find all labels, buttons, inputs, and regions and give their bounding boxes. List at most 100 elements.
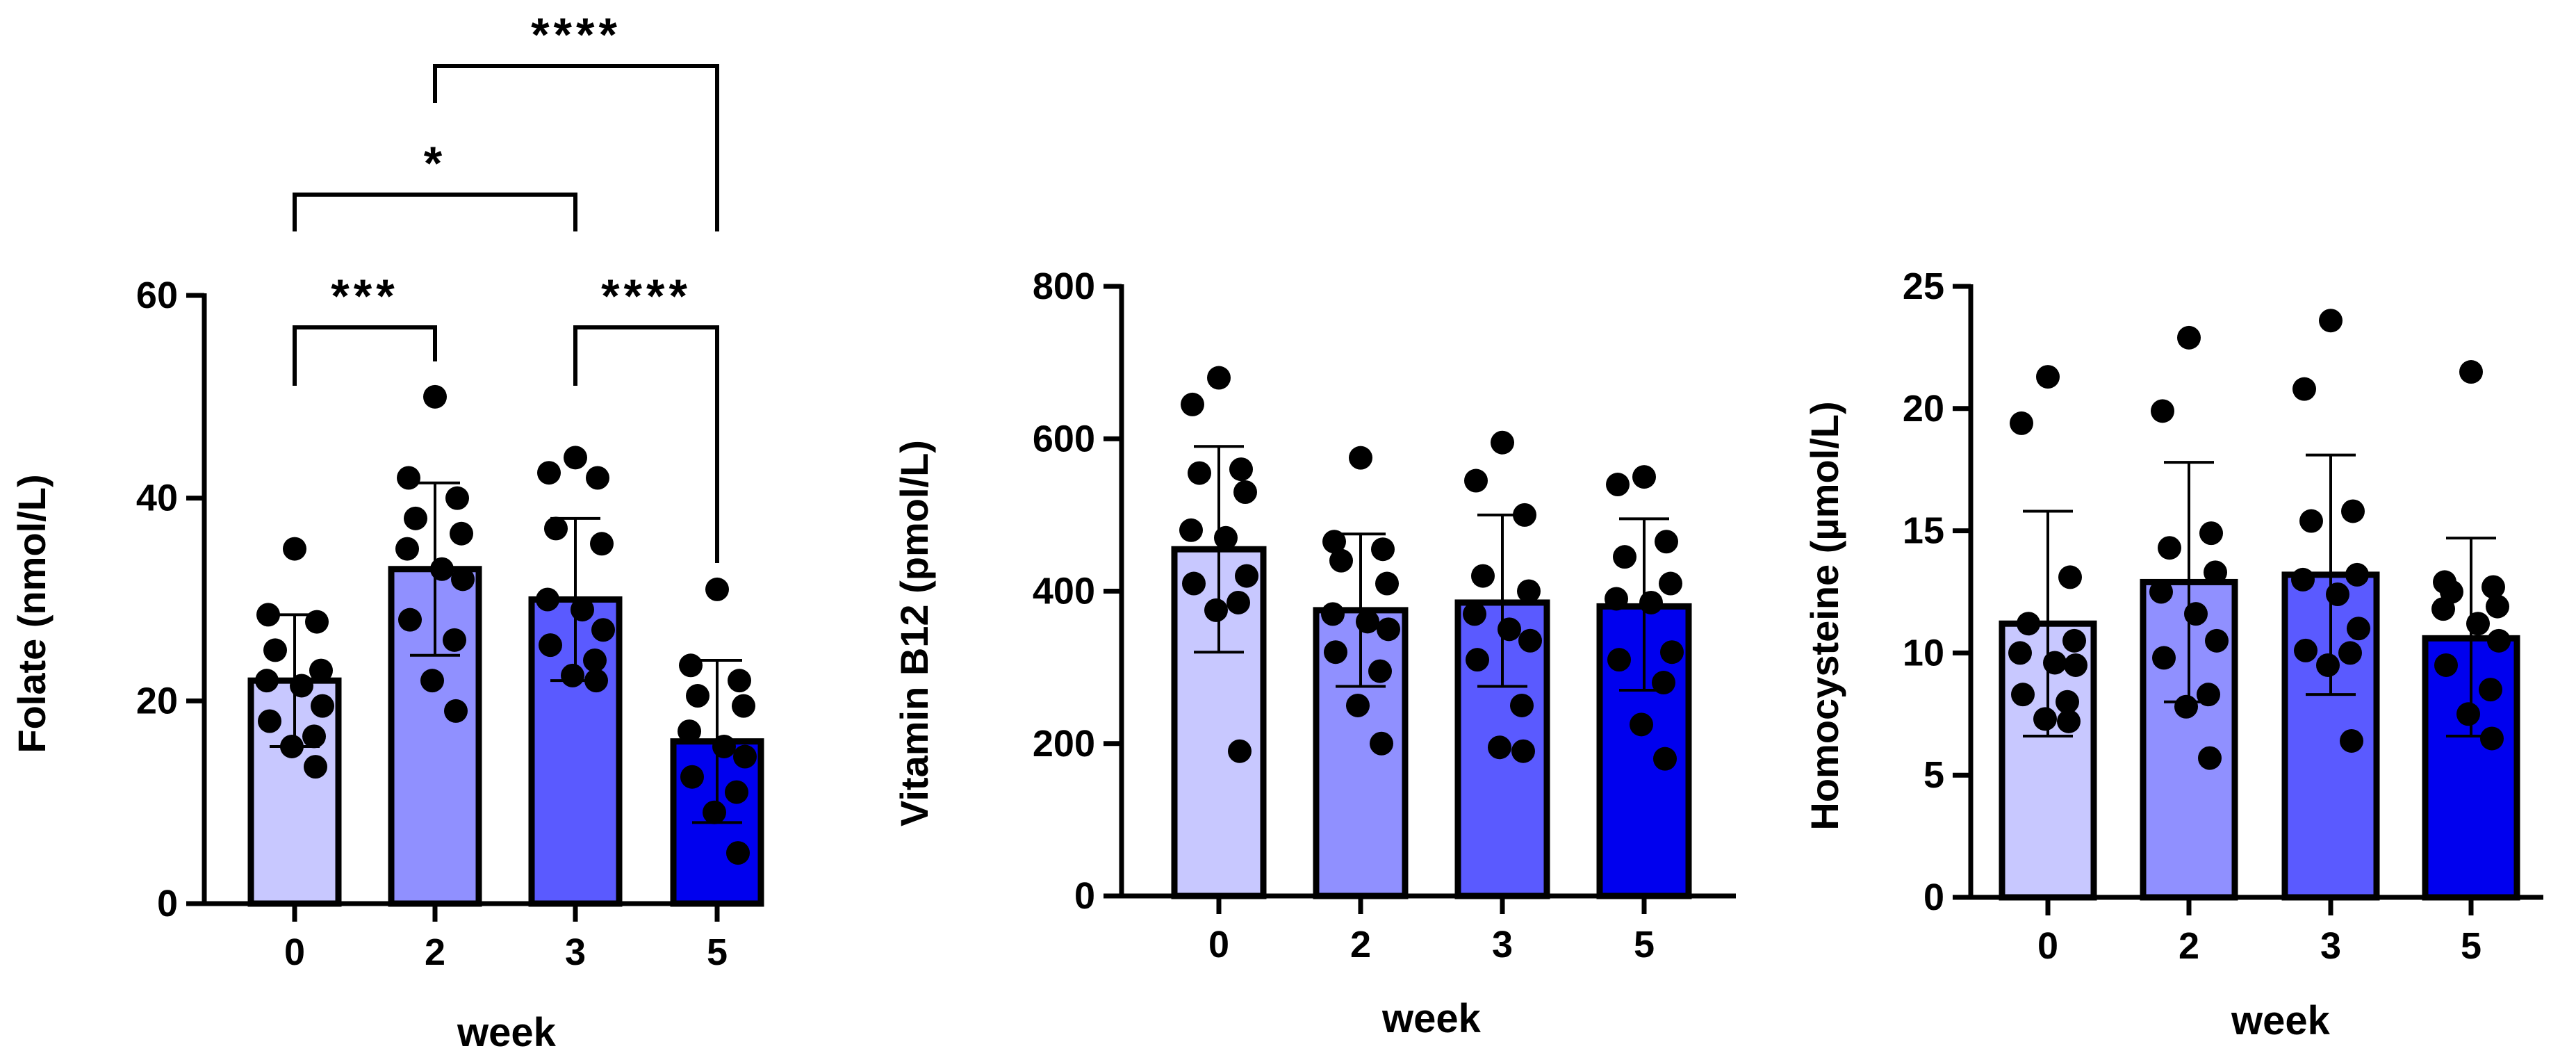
folate-data-point — [404, 506, 427, 530]
homocysteine-error-bars — [2023, 453, 2496, 737]
homocysteine-data-point — [2480, 726, 2504, 751]
folate-significance-label: *** — [331, 270, 398, 323]
homocysteine-data-point — [2316, 653, 2340, 677]
vitamin-b12-y-axis-label: Vitamin B12 (pmol/L) — [892, 440, 936, 826]
homocysteine-data-point — [2058, 565, 2082, 589]
vitamin-b12-data-point — [1652, 671, 1675, 695]
homocysteine-data-point — [2481, 575, 2505, 599]
vitamin-b12-tick-labels: 0 200 400 600 800 0 2 3 5 — [1033, 266, 1655, 965]
vitamin-b12-data-point — [1346, 693, 1370, 717]
folate-data-point — [544, 516, 568, 541]
vitamin-b12-data-point — [1179, 518, 1203, 542]
vitamin-b12-data-point — [1321, 602, 1345, 626]
folate-data-point — [311, 694, 334, 718]
vitamin-b12-data-point — [1228, 739, 1252, 763]
homocysteine-data-point — [2434, 653, 2458, 677]
homocysteine-data-point — [2177, 325, 2201, 350]
homocysteine-data-point — [2466, 612, 2490, 636]
folate-significance-bracket — [293, 325, 437, 386]
vitamin-b12-data-point — [1632, 465, 1656, 489]
folate-data-point — [583, 649, 607, 672]
vitamin-b12-y-tick-label: 400 — [1033, 571, 1095, 612]
vitamin-b12-data-point — [1606, 473, 1630, 497]
folate-data-point — [725, 780, 748, 804]
homocysteine-data-point — [2299, 509, 2323, 533]
vitamin-b12-x-tick-label: 5 — [1634, 924, 1655, 965]
homocysteine-data-point — [2479, 678, 2502, 702]
folate-data-point — [256, 603, 280, 627]
folate-data-point — [305, 610, 329, 634]
folate-data-point — [444, 699, 468, 723]
homocysteine-data-point — [2199, 521, 2223, 546]
homocysteine-data-point — [2158, 536, 2181, 560]
homocysteine-data-point — [2057, 709, 2081, 733]
folate-significance-label: **** — [531, 8, 621, 61]
vitamin-b12-data-point — [1639, 590, 1663, 614]
vitamin-b12-data-point — [1207, 366, 1231, 390]
vitamin-b12-data-point — [1349, 446, 1372, 470]
homocysteine-data-point — [2152, 646, 2176, 670]
homocysteine-data-point — [2319, 309, 2343, 333]
homocysteine-data-point — [2431, 597, 2455, 621]
folate-data-point — [712, 734, 736, 758]
homocysteine-data-point — [2064, 653, 2087, 677]
homocysteine-y-tick-label: 0 — [1923, 876, 1944, 918]
homocysteine-data-points — [2008, 309, 2511, 770]
vitamin-b12-data-point — [1466, 648, 1489, 672]
vitamin-b12-y-tick-label: 800 — [1033, 266, 1095, 307]
homocysteine-data-point — [2291, 567, 2315, 592]
homocysteine-y-tick-label: 5 — [1923, 754, 1944, 796]
folate-significance-bracket — [433, 64, 719, 231]
homocysteine-data-point — [2174, 694, 2198, 719]
vitamin-b12-data-point — [1464, 468, 1488, 493]
folate-data-point — [263, 638, 287, 662]
homocysteine-x-tick-label: 3 — [2320, 925, 2341, 967]
folate-significance-brackets: ************ — [293, 8, 719, 563]
folate-significance-label: **** — [601, 270, 691, 323]
vitamin-b12-data-point — [1498, 617, 1521, 642]
homocysteine-data-point — [2062, 628, 2086, 653]
vitamin-b12-data-point — [1181, 392, 1204, 416]
folate-data-point — [443, 628, 466, 652]
folate-data-point — [686, 684, 709, 708]
homocysteine-data-point — [2197, 683, 2220, 707]
folate-data-point — [679, 653, 703, 678]
folate-x-axis-label: week — [457, 1010, 557, 1055]
folate-y-tick-label: 0 — [157, 883, 178, 924]
folate-data-point — [586, 466, 609, 490]
folate-data-point — [420, 669, 444, 693]
homocysteine-x-axis-label: week — [2231, 998, 2331, 1043]
homocysteine-data-point — [2347, 617, 2370, 641]
vitamin-b12-x-axis-label: week — [1381, 996, 1482, 1041]
folate-data-point — [537, 461, 561, 485]
folate-significance-bracket — [573, 325, 719, 563]
folate-significance-label: * — [424, 137, 446, 190]
vitamin-b12-data-point — [1491, 430, 1514, 455]
folate-data-point — [304, 755, 327, 779]
homocysteine-y-tick-label: 10 — [1903, 632, 1944, 674]
folate-x-tick-label: 3 — [565, 931, 586, 973]
vitamin-b12-data-point — [1235, 564, 1258, 588]
homocysteine-tick-labels: 0 5 10 15 20 25 0 2 3 5 — [1903, 266, 2481, 967]
vitamin-b12-x-tick-label: 2 — [1350, 924, 1371, 965]
vitamin-b12-data-point — [1227, 590, 1250, 614]
homocysteine-data-point — [2008, 641, 2032, 665]
vitamin-b12-data-point — [1324, 640, 1347, 664]
homocysteine-y-tick-label: 25 — [1903, 266, 1944, 307]
folate-x-tick-label: 2 — [425, 931, 445, 973]
homocysteine-data-point — [2326, 582, 2349, 607]
homocysteine-data-point — [2056, 690, 2079, 714]
homocysteine-data-point — [2294, 638, 2317, 662]
homocysteine-data-point — [2459, 360, 2483, 384]
homocysteine-data-point — [2151, 399, 2174, 423]
folate-y-tick-label: 40 — [136, 478, 178, 519]
homocysteine-x-tick-label: 2 — [2179, 925, 2199, 967]
vitamin-b12-x-tick-label: 3 — [1492, 924, 1513, 965]
homocysteine-data-point — [2010, 411, 2033, 435]
vitamin-b12-data-point — [1511, 739, 1535, 763]
homocysteine-data-point — [2184, 602, 2208, 626]
folate-data-point — [451, 567, 475, 592]
folate-data-point — [584, 669, 608, 693]
